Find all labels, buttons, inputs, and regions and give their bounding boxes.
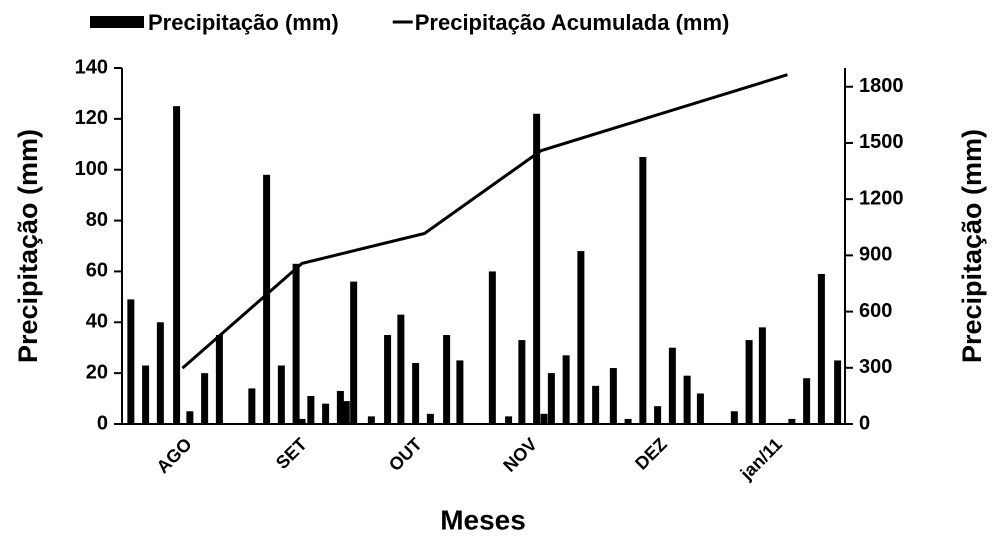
x-tick-label: NOV [499,434,541,476]
y-tick-label: 100 [75,158,108,180]
y2-tick-label: 1500 [859,131,904,153]
bar [624,418,632,424]
bar [834,360,842,424]
bar [156,322,164,424]
bar [518,340,526,424]
bar [142,365,150,424]
bar [397,314,405,424]
bar [292,263,300,424]
bar [562,355,570,424]
x-tick-label: AGO [153,434,196,477]
bar [683,375,691,424]
bar [668,347,676,424]
bar [456,360,464,424]
bar [817,273,825,424]
y2-tick-label: 0 [859,412,870,434]
bar [803,378,811,424]
bar [443,335,451,424]
y2-tick-label: 900 [859,244,892,266]
bar [696,393,704,424]
legend-label: Precipitação Acumulada (mm) [415,10,730,35]
bar [307,396,315,424]
bar [533,113,541,425]
bar [540,413,548,424]
legend-swatch [90,16,144,28]
bar [577,251,585,424]
bar [342,401,350,424]
y2-axis-title: Precipitação (mm) [957,129,987,363]
bar [350,281,358,424]
bar [263,174,271,424]
bar [758,327,766,424]
bar [788,418,796,424]
bar [201,373,209,424]
bar [488,271,496,424]
line [181,73,788,370]
bar [215,335,223,424]
y-tick-label: 20 [86,361,108,383]
bar [298,418,306,424]
y-tick-label: 140 [75,56,108,78]
bar [412,362,420,424]
bar [248,388,256,424]
x-axis-title: Meses [440,504,526,535]
x-tick-label: SET [272,434,311,473]
y-tick-label: 60 [86,260,108,282]
bar [426,413,434,424]
bar [547,373,555,424]
x-tick-label: jan/11 [736,434,786,484]
bar [127,299,135,424]
bar [730,411,738,424]
bar [592,385,600,424]
bar [609,368,617,424]
bar [639,157,647,424]
y-tick-label: 80 [86,209,108,231]
legend-label: Precipitação (mm) [148,10,339,35]
bar [367,416,375,424]
y2-tick-label: 300 [859,356,892,378]
y-axis-title: Precipitação (mm) [13,129,43,363]
y-tick-label: 40 [86,311,108,333]
bar [186,411,194,424]
bar [173,106,181,425]
x-tick-label: DEZ [631,434,671,474]
x-tick-label: OUT [385,434,426,475]
bar [505,416,513,424]
y2-tick-label: 1200 [859,187,904,209]
y2-tick-label: 1800 [859,75,904,97]
y2-tick-label: 600 [859,300,892,322]
y-tick-label: 0 [97,412,108,434]
bar [277,365,285,424]
bar [745,340,753,424]
bar [654,406,662,424]
bar [322,403,330,424]
bar [384,335,392,424]
bar [336,390,344,424]
y-tick-label: 120 [75,107,108,129]
